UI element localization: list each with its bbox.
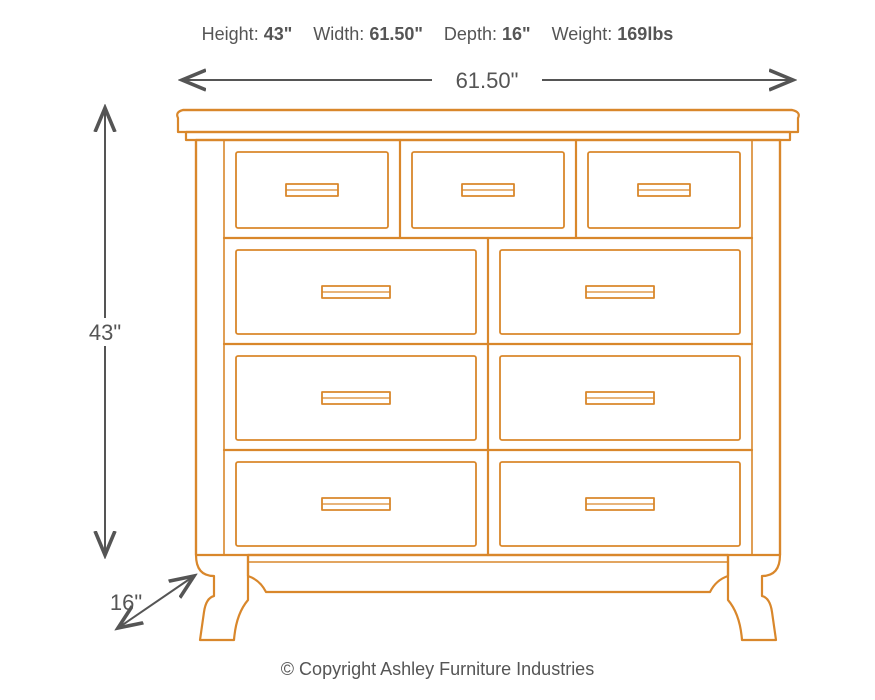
width-callout: 61.50" bbox=[456, 68, 519, 93]
copyright-line: © Copyright Ashley Furniture Industries bbox=[0, 659, 875, 680]
depth-dimension: 16" bbox=[110, 576, 194, 628]
dresser-outline bbox=[177, 110, 799, 640]
depth-callout: 16" bbox=[110, 590, 142, 615]
height-dimension: 43" bbox=[72, 108, 138, 555]
height-callout: 43" bbox=[89, 320, 121, 345]
width-dimension: 61.50" bbox=[182, 64, 793, 94]
dresser-diagram: 61.50" 43" 16" bbox=[0, 0, 875, 700]
